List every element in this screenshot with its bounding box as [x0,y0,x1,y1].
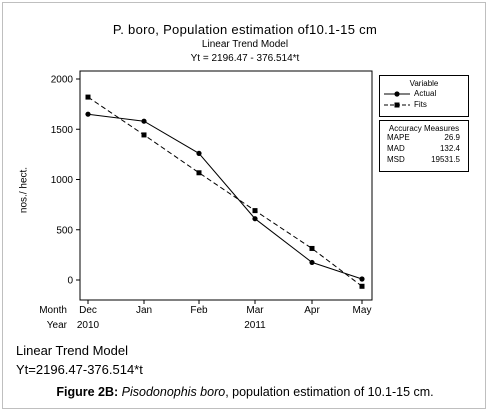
legend-label-actual: Actual [414,89,437,98]
chart-subtitle: Linear Trend Model [201,39,289,50]
accuracy-value: 19531.5 [431,155,460,164]
y-tick-label: 1000 [51,175,74,186]
x-tick-label: Jan [136,305,152,316]
data-point-actual [196,150,202,156]
legend-swatch-actual [384,91,410,97]
accuracy-row-mad: MAD 132.4 [380,144,468,155]
caption-text: , population estimation of 10.1-15 cm. [225,385,434,399]
accuracy-value: 132.4 [439,144,460,153]
chart-equation: Yt = 2196.47 - 376.514*t [190,53,300,64]
caption-prefix: Figure 2B: [56,385,119,399]
trend-model-equation: Yt=2196.47-376.514*t [16,362,143,377]
series-line-fits [87,96,363,287]
data-point-fits [141,132,147,138]
accuracy-row-mape: MAPE 26.9 [380,133,468,144]
plot-area [79,70,373,301]
year-row-label: Year [47,320,68,331]
legend-title: Variable [409,79,439,88]
x-tick-label: Mar [246,305,264,316]
legend-item-fits: Fits [380,100,468,111]
trend-model-label: Linear Trend Model [16,343,129,358]
accuracy-label: MSD [387,155,405,164]
data-point-actual [85,111,91,117]
accuracy-value: 26.9 [444,133,460,142]
year-label: 2011 [244,320,266,331]
legend-item-actual: Actual [380,89,468,100]
figure-frame [2,2,486,409]
x-tick-label: Feb [190,305,208,316]
figure-caption: Figure 2B: Pisodonophis boro, population… [0,385,490,399]
y-tick-label: 0 [67,276,73,287]
data-point-actual [252,216,258,222]
data-point-fits [196,170,202,176]
data-point-fits [309,245,315,251]
data-point-actual [309,259,315,266]
chart-title: P. boro, Population estimation of10.1-15… [112,22,378,37]
data-point-fits [252,208,258,214]
y-tick-label: 1500 [51,125,74,136]
data-point-fits [85,94,91,100]
legend-box: Variable Actual Fits [379,75,469,117]
series-line-actual [87,113,363,280]
x-tick-label: Dec [79,305,97,316]
accuracy-row-msd: MSD 19531.5 [380,155,468,166]
x-tick-label: May [353,305,372,316]
accuracy-label: MAD [387,144,405,153]
y-tick-label: 2000 [51,75,74,86]
legend-swatch-fits [384,102,410,108]
month-row-label: Month [39,305,67,316]
accuracy-label: MAPE [387,133,410,142]
caption-species: Pisodonophis boro [121,385,226,399]
legend-label-fits: Fits [414,100,427,109]
data-point-fits [359,283,365,289]
y-tick-label: 500 [56,225,73,236]
year-label: 2010 [77,320,100,331]
data-point-actual [359,276,365,282]
accuracy-measures-box: Accuracy Measures MAPE 26.9 MAD 132.4 MS… [379,120,469,172]
accuracy-title: Accuracy Measures [388,124,460,133]
x-tick-label: Apr [304,305,320,316]
data-point-actual [141,118,147,124]
